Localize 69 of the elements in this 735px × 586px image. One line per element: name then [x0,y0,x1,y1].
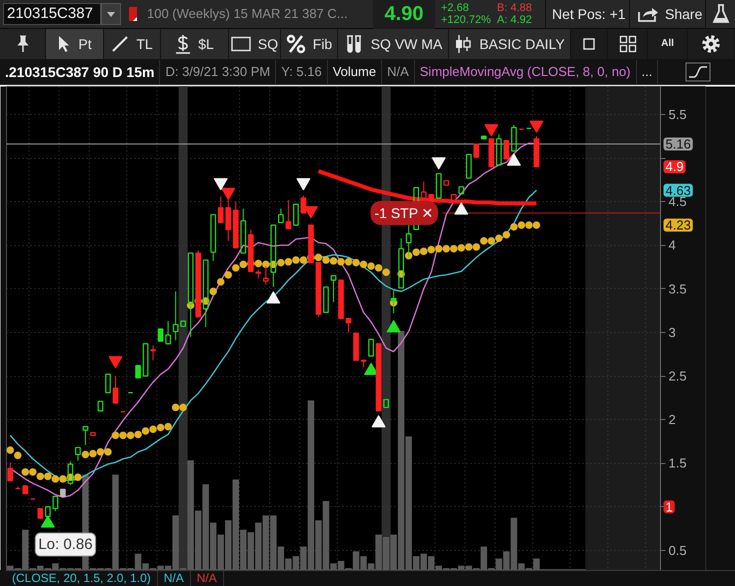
text: N/A [158,571,191,586]
text: SimpleMovingAvg (CLOSE, 8, 0, no) [414,60,637,84]
y-tick-label: 4 [668,238,676,253]
text: SQ [258,35,278,54]
text: Pt [78,35,92,54]
point [529,120,544,133]
candlestick [232,201,239,248]
text: Y: 5.16 [276,60,328,84]
text: A: 4.92 [497,14,532,26]
point [40,515,55,528]
text: Volume [328,60,382,84]
text: 4.90 [373,0,435,28]
candlestick [330,275,336,302]
candlestick [165,320,171,344]
candlestick [255,269,262,279]
annotation: Lo: 0.86 [38,536,93,554]
candlestick [218,196,224,224]
point [386,320,401,332]
text: (CLOSE, 20, 1.5, 2.0, 1.0) [6,571,158,586]
text: N/A [382,60,415,84]
chart-title: .210315C387 90 D 15m [0,60,160,84]
text: Net Pos: +1 [545,0,629,28]
text: TL [136,35,153,54]
candlestick [406,224,412,258]
annotation: 4.63 [666,182,691,198]
y-tick-label: 2.5 [668,368,687,384]
text: BASIC DAILY [479,35,565,54]
text: +120.72% [441,14,491,26]
annotation: 1 [666,499,673,514]
y-tick-label: 1.5 [668,456,687,471]
text: 100 (Weeklys) 15 MAR 21 387 C... [146,4,349,23]
point [221,188,236,200]
point [296,178,310,190]
y-tick-label: 3.5 [668,281,687,296]
text: ... [636,60,658,84]
candlestick [210,214,216,262]
text: D: 3/9/21 3:30 PM [160,60,276,84]
text: Share [665,5,702,24]
candlestick [286,199,292,230]
y-tick-label: 5.5 [668,106,687,122]
ref-line-label: 5.16 [666,136,691,152]
text: 210315C387 [3,3,101,25]
candlestick [278,208,284,224]
text: $L [198,35,214,54]
candlestick [150,345,156,361]
candlestick [240,208,246,254]
annotation: 4.23 [666,218,691,233]
text: +2.68 [441,2,469,14]
candlestick [7,462,14,482]
candlestick [172,290,178,341]
y-tick-label: 0.5 [668,542,687,558]
y-tick-label: 2 [668,412,676,428]
text: SQ VW MA [370,35,442,54]
text: 4.9 [666,159,684,174]
point [432,157,446,170]
text: B: 4.88 [497,2,532,14]
text: All [661,36,674,51]
point [372,415,386,428]
point [484,124,498,136]
candlestick [420,181,427,199]
point [214,178,228,190]
ref-line-label: -1 STP ✕ [374,204,434,221]
candlestick [112,376,118,404]
candlestick [82,426,88,446]
candlestick [75,446,81,462]
y-tick-label: 3 [668,324,676,340]
text: N/A [190,571,224,586]
text: Fib [312,35,332,54]
candlestick [346,318,352,333]
